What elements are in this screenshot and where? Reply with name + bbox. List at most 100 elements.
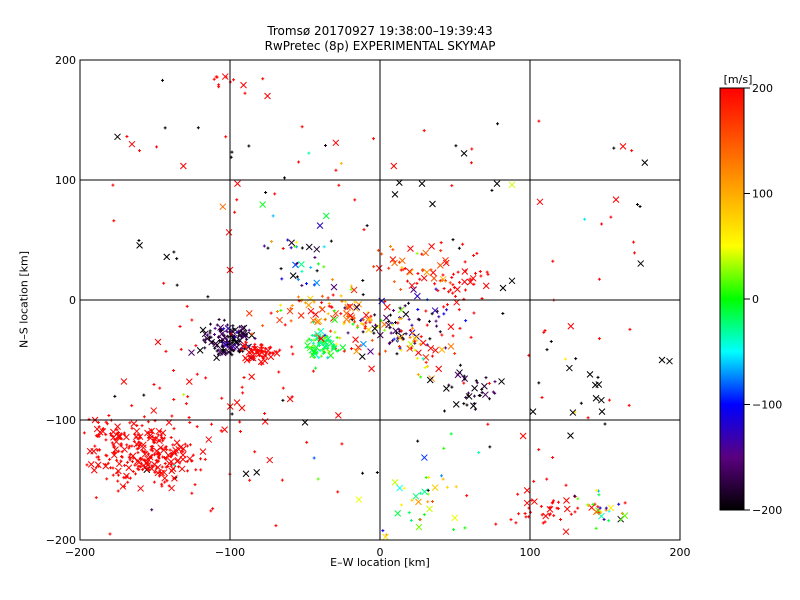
data-point-plus — [537, 381, 541, 385]
data-point-cross — [436, 262, 444, 269]
data-point-plus — [472, 402, 476, 406]
data-point-plus — [173, 449, 177, 453]
data-point-plus — [333, 330, 337, 334]
data-point-plus — [426, 500, 430, 504]
data-point-cross — [159, 429, 167, 437]
data-point-plus — [161, 78, 164, 82]
data-point-plus — [186, 469, 190, 473]
data-point-plus — [400, 329, 404, 333]
x-tick-label: 200 — [670, 546, 691, 559]
data-point-cross — [139, 441, 147, 449]
data-point-cross — [395, 179, 403, 186]
data-point-cross — [461, 268, 469, 275]
data-point-plus — [231, 339, 235, 343]
data-point-plus — [319, 305, 323, 309]
data-point-cross — [666, 357, 673, 365]
data-point-plus — [274, 524, 278, 528]
data-point-plus — [392, 280, 396, 284]
data-point-plus — [416, 373, 420, 377]
data-point-plus — [111, 443, 115, 447]
data-point-plus — [418, 277, 422, 281]
data-point-plus — [381, 529, 385, 533]
data-point-cross — [316, 222, 324, 229]
data-point-cross — [382, 533, 389, 541]
data-point-plus — [475, 381, 479, 385]
data-point-plus — [407, 301, 411, 305]
data-point-cross — [348, 314, 356, 322]
data-point-plus — [281, 398, 285, 402]
data-point-plus — [441, 273, 445, 277]
data-point-plus — [210, 340, 214, 344]
data-point-cross — [125, 464, 133, 472]
data-point-plus — [279, 308, 283, 312]
data-point-plus — [239, 348, 243, 352]
data-point-plus — [429, 268, 433, 272]
data-point-plus — [253, 450, 257, 454]
colorbar-tick-label: −200 — [752, 504, 782, 517]
data-point-plus — [116, 473, 120, 477]
data-point-plus — [410, 323, 414, 327]
data-point-plus — [635, 203, 639, 207]
data-point-plus — [172, 427, 176, 431]
data-point-plus — [607, 398, 611, 402]
data-point-plus — [389, 244, 393, 248]
data-point-plus — [372, 137, 376, 141]
data-point-plus — [105, 422, 109, 426]
data-point-plus — [148, 456, 152, 460]
data-point-plus — [424, 360, 428, 364]
data-point-plus — [112, 451, 116, 455]
data-point-plus — [439, 249, 443, 253]
data-point-plus — [235, 340, 239, 344]
data-point-plus — [164, 465, 168, 469]
data-point-plus — [326, 296, 330, 300]
data-point-plus — [226, 343, 230, 347]
data-point-plus — [351, 322, 355, 326]
data-point-plus — [214, 75, 218, 79]
data-point-plus — [136, 467, 140, 471]
data-point-cross — [163, 253, 171, 261]
data-point-plus — [350, 347, 354, 351]
data-point-plus — [212, 77, 216, 81]
data-point-plus — [398, 306, 402, 310]
data-point-plus — [451, 238, 455, 242]
data-point-cross — [258, 349, 266, 356]
data-point-cross — [368, 365, 375, 373]
data-point-plus — [545, 348, 549, 352]
data-point-plus — [569, 512, 573, 516]
data-point-plus — [151, 449, 155, 453]
data-point-cross — [335, 412, 342, 419]
x-tick-label: 0 — [377, 546, 384, 559]
data-point-plus — [574, 357, 578, 361]
data-point-plus — [296, 278, 300, 282]
data-point-plus — [368, 316, 372, 320]
data-point-cross — [261, 418, 269, 425]
data-point-plus — [137, 440, 141, 444]
data-point-plus — [279, 267, 283, 271]
data-point-plus — [146, 431, 150, 435]
data-point-plus — [465, 403, 469, 407]
data-point-plus — [262, 244, 266, 248]
data-point-plus — [142, 415, 146, 419]
data-point-plus — [111, 183, 115, 187]
data-point-cross — [567, 432, 574, 439]
data-point-cross — [322, 342, 330, 349]
data-point-cross — [90, 466, 98, 474]
data-point-cross — [128, 140, 136, 148]
data-point-cross — [420, 274, 428, 282]
data-point-plus — [332, 309, 336, 313]
data-point-plus — [440, 474, 444, 478]
data-point-cross — [431, 484, 439, 492]
data-point-plus — [113, 445, 117, 449]
data-point-plus — [93, 444, 97, 448]
data-point-plus — [450, 385, 454, 389]
data-point-plus — [195, 425, 199, 429]
data-point-cross — [114, 467, 122, 475]
data-point-cross — [566, 364, 573, 372]
data-point-plus — [247, 355, 251, 359]
data-point-plus — [376, 248, 380, 252]
data-point-cross — [412, 492, 420, 500]
data-point-cross — [264, 347, 272, 355]
data-point-plus — [111, 434, 115, 438]
data-point-plus — [420, 252, 424, 256]
